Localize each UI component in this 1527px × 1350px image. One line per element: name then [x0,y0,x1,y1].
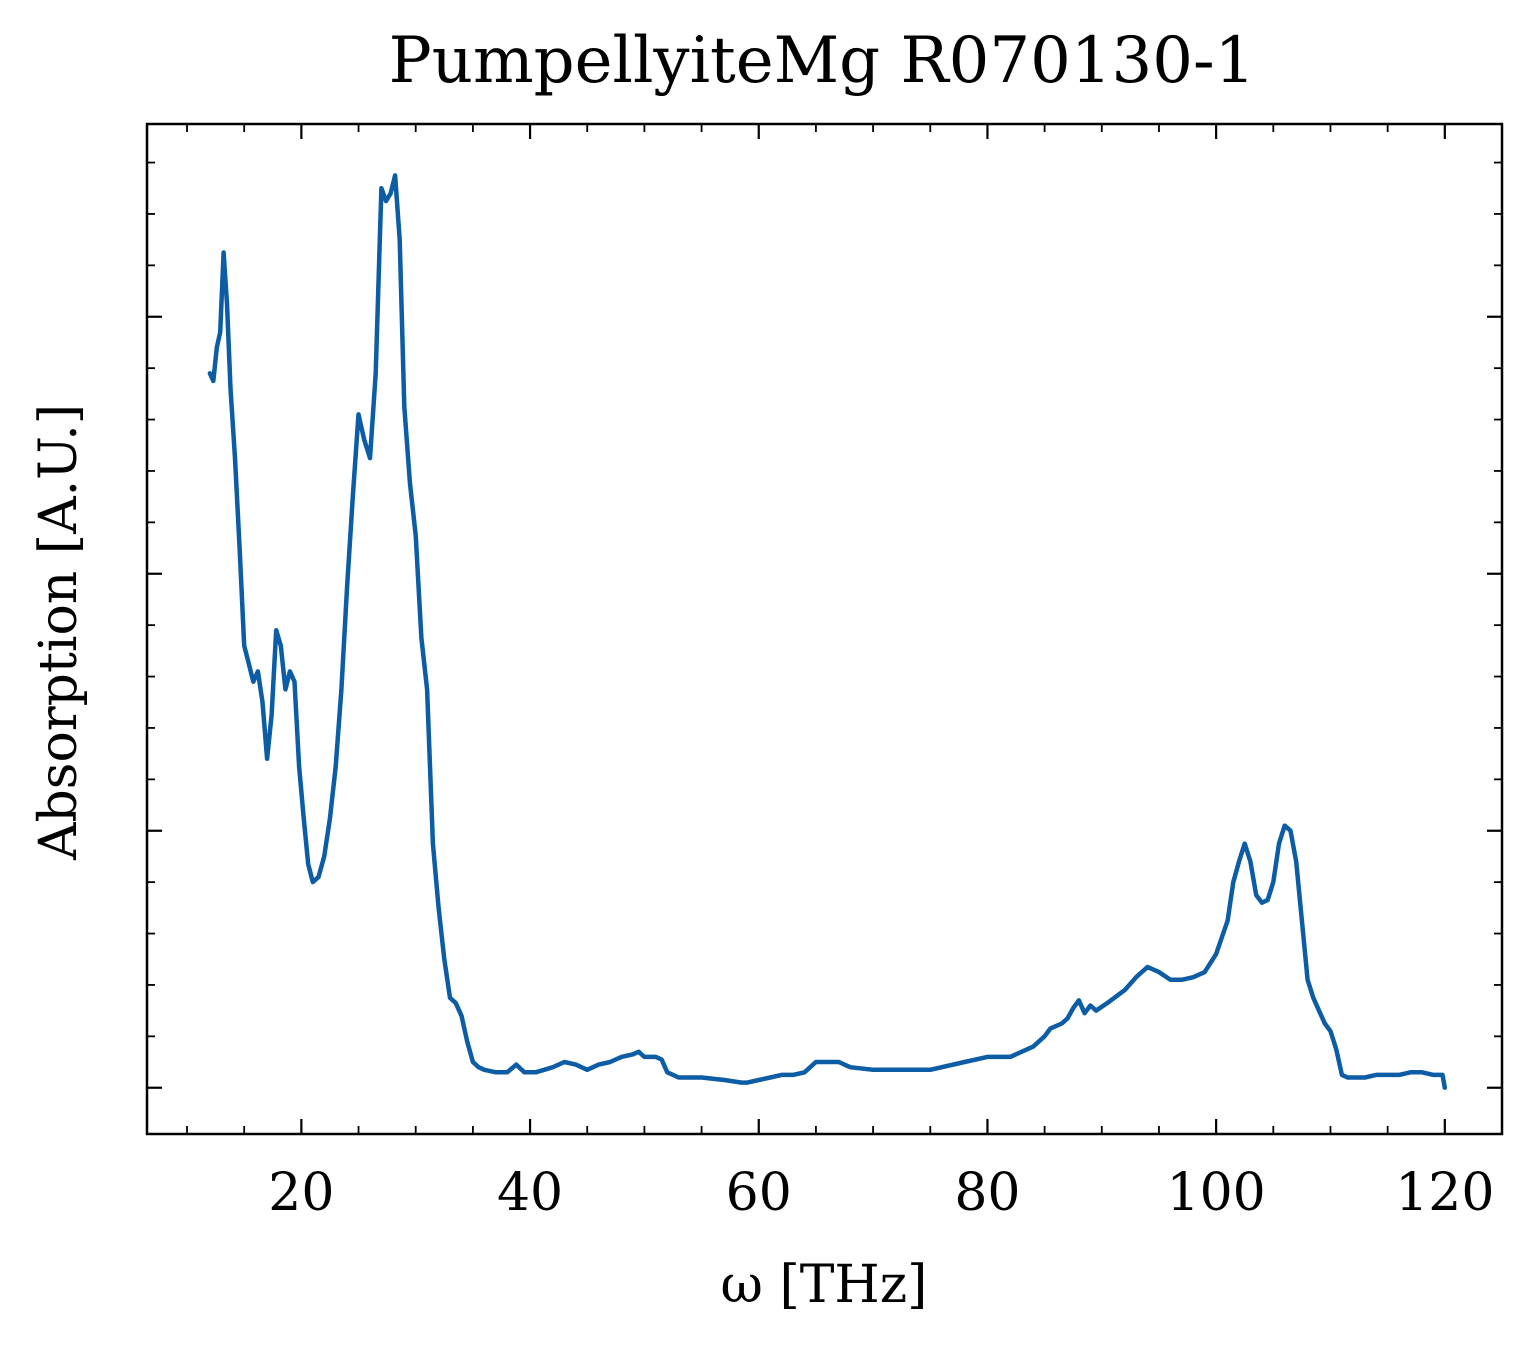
plot-area [145,122,1504,1136]
y-axis-label: Absorption [A.U.] [29,404,89,861]
chart-title: PumpellyiteMg R070130-1 [389,24,1256,98]
plot-frame [145,122,1504,1136]
x-axis-label: ω [THz] [721,1255,928,1315]
x-tick-label: 120 [1395,1163,1494,1223]
x-tick-labels: 20 40 60 80 100 120 [268,1163,1494,1223]
x-tick-label: 80 [954,1163,1020,1223]
x-tick-label: 40 [497,1163,563,1223]
x-tick-label: 60 [726,1163,792,1223]
series-line-0 [207,173,1448,1090]
x-tick-label: 20 [268,1163,334,1223]
x-tick-label: 100 [1167,1163,1266,1223]
